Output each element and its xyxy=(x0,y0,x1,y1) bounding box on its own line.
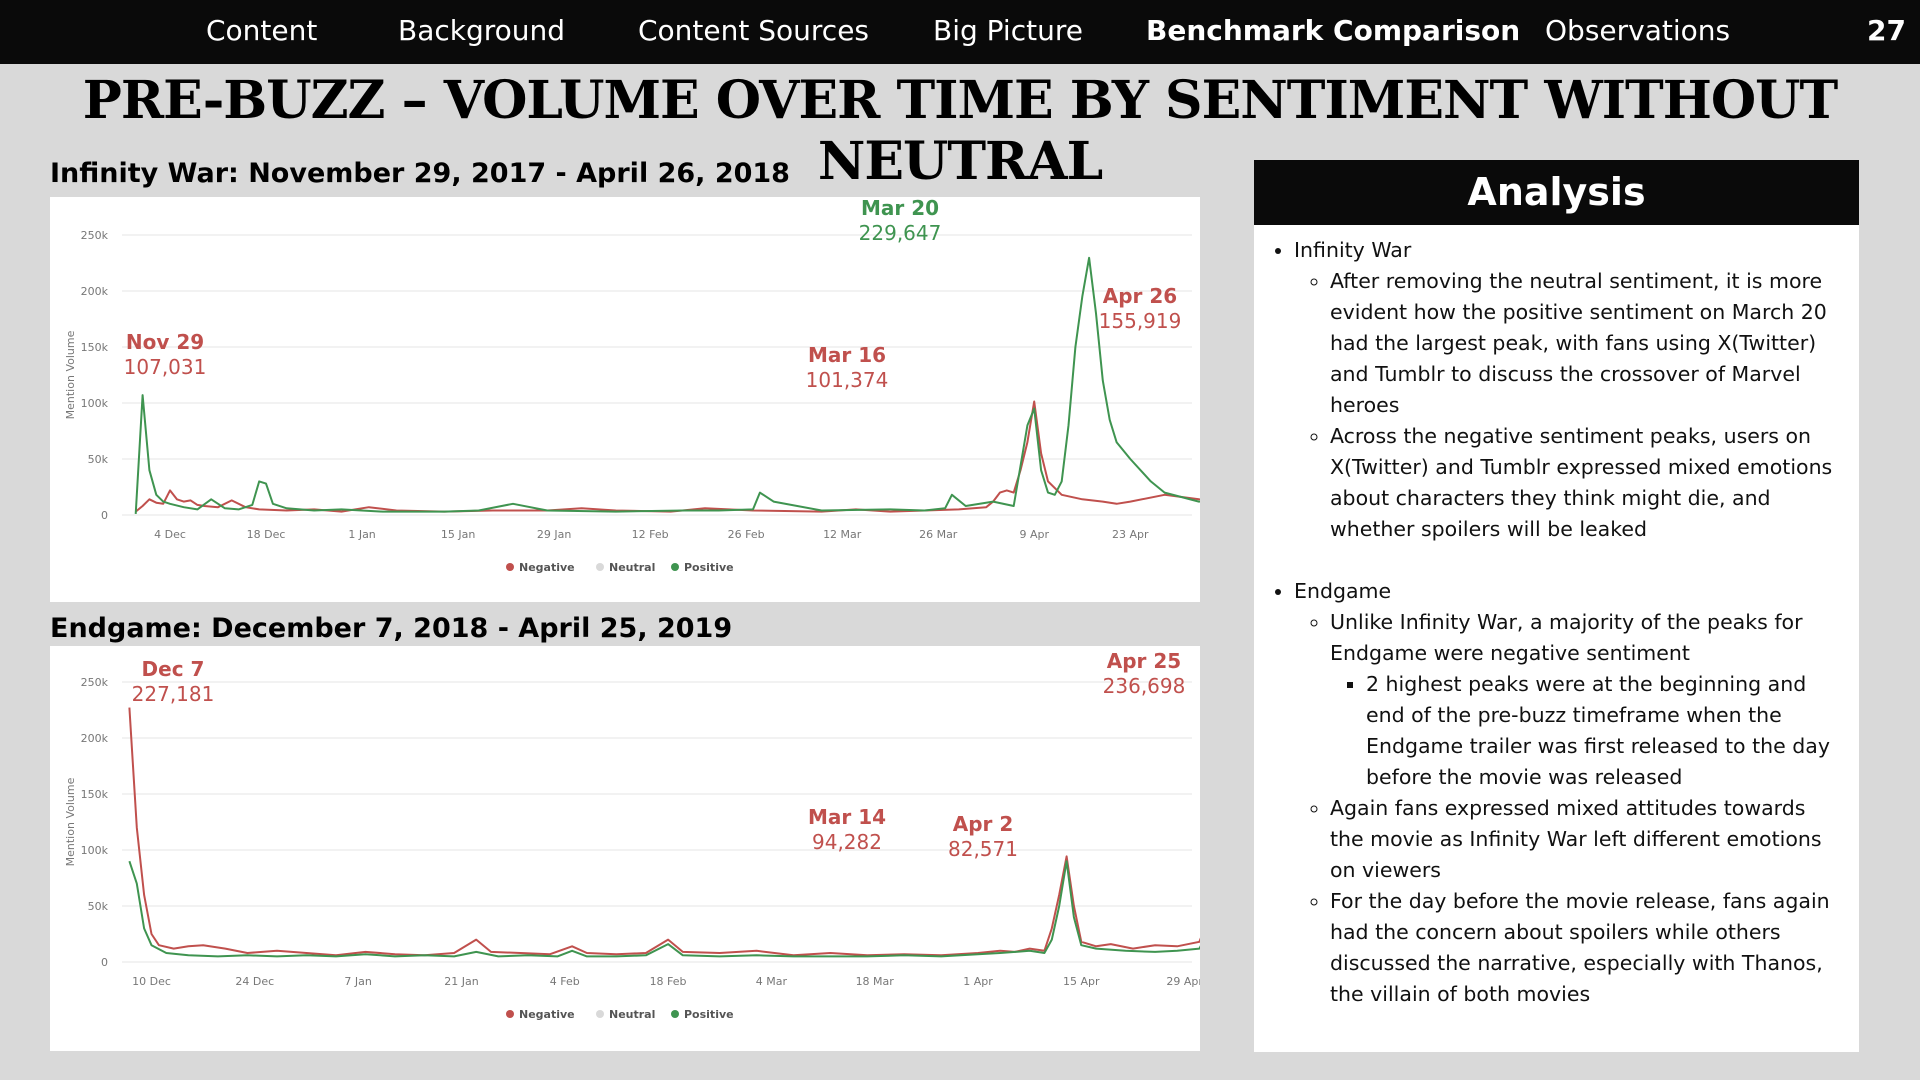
series-line-negative xyxy=(128,707,1200,957)
annotation-value: 229,647 xyxy=(859,221,942,245)
x-tick-label: 1 Apr xyxy=(963,975,993,988)
nav-item-content-sources[interactable]: Content Sources xyxy=(638,14,870,47)
analysis-panel: Analysis Infinity War After removing the… xyxy=(1254,160,1859,1052)
legend-marker-neutral xyxy=(596,1010,604,1018)
x-tick-label: 4 Feb xyxy=(550,975,580,988)
annotation-value: 107,031 xyxy=(124,355,207,379)
analysis-heading-endgame: Endgame xyxy=(1294,579,1392,603)
x-tick-label: 4 Mar xyxy=(756,975,788,988)
nav-item-content[interactable]: Content xyxy=(206,14,318,47)
y-tick-label: 250k xyxy=(81,676,109,689)
top-navigation: Content Background Content Sources Big P… xyxy=(0,0,1920,64)
x-tick-label: 9 Apr xyxy=(1019,528,1049,541)
y-tick-label: 0 xyxy=(101,509,108,522)
annotation-date: Dec 7 xyxy=(142,657,205,681)
x-tick-label: 15 Jan xyxy=(441,528,475,541)
y-tick-label: 150k xyxy=(81,341,109,354)
annotation-date: Apr 26 xyxy=(1103,284,1177,308)
x-tick-label: 29 Jan xyxy=(537,528,571,541)
y-tick-label: 200k xyxy=(81,285,109,298)
legend-marker-negative xyxy=(506,1010,514,1018)
x-tick-label: 26 Mar xyxy=(919,528,958,541)
annotation-date: Nov 29 xyxy=(126,330,204,354)
y-tick-label: 50k xyxy=(88,900,109,913)
analysis-point: Across the negative sentiment peaks, use… xyxy=(1330,421,1845,545)
legend-label-positive[interactable]: Positive xyxy=(684,561,734,574)
page-number: 27 xyxy=(1867,14,1906,47)
nav-item-background[interactable]: Background xyxy=(398,14,566,47)
annotation-date: Mar 20 xyxy=(861,197,939,220)
x-tick-label: 29 Apr xyxy=(1166,975,1200,988)
annotation-date: Mar 14 xyxy=(808,805,886,829)
x-tick-label: 10 Dec xyxy=(132,975,171,988)
y-tick-label: 0 xyxy=(101,956,108,969)
series-line-positive xyxy=(128,860,1200,958)
annotation-value: 82,571 xyxy=(948,837,1018,861)
y-tick-label: 200k xyxy=(81,732,109,745)
chart-title-endgame: Endgame: December 7, 2018 - April 25, 20… xyxy=(50,613,733,644)
nav-item-big-picture[interactable]: Big Picture xyxy=(933,14,1083,47)
y-tick-label: 100k xyxy=(81,844,109,857)
x-tick-label: 4 Dec xyxy=(154,528,186,541)
y-tick-label: 250k xyxy=(81,229,109,242)
x-tick-label: 24 Dec xyxy=(235,975,274,988)
series-line-positive xyxy=(134,256,1200,514)
analysis-section-infinity-war: Infinity War After removing the neutral … xyxy=(1294,235,1845,545)
y-axis-label: Mention Volume xyxy=(64,330,77,419)
slide-title: PRE-BUZZ – VOLUME OVER TIME BY SENTIMENT… xyxy=(82,70,1838,192)
annotation-date: Apr 25 xyxy=(1107,649,1181,673)
y-tick-label: 50k xyxy=(88,453,109,466)
chart-panel-endgame: 0 50k 100k 150k 200k 250k Mention Volume 10 Dec… xyxy=(50,646,1200,1051)
annotation-value: 101,374 xyxy=(806,368,889,392)
x-tick-label: 26 Feb xyxy=(728,528,765,541)
line-chart-endgame: 0 50k 100k 150k 200k 250k Mention Volume 10 Dec… xyxy=(64,649,1200,1021)
annotation-value: 227,181 xyxy=(132,682,215,706)
x-tick-label: 7 Jan xyxy=(344,975,371,988)
legend-marker-neutral xyxy=(596,563,604,571)
x-tick-label: 18 Mar xyxy=(856,975,895,988)
y-axis-label: Mention Volume xyxy=(64,777,77,866)
annotation-date: Mar 16 xyxy=(808,343,886,367)
x-tick-label: 15 Apr xyxy=(1063,975,1100,988)
legend-label-neutral[interactable]: Neutral xyxy=(609,561,655,574)
analysis-point: Unlike Infinity War, a majority of the p… xyxy=(1330,607,1845,793)
x-tick-label: 18 Feb xyxy=(650,975,687,988)
annotation-date: Apr 2 xyxy=(953,812,1014,836)
analysis-point-text: Unlike Infinity War, a majority of the p… xyxy=(1330,610,1803,665)
nav-item-benchmark-comparison[interactable]: Benchmark Comparison xyxy=(1146,14,1521,47)
analysis-point: After removing the neutral sentiment, it… xyxy=(1330,266,1845,421)
x-tick-label: 1 Jan xyxy=(348,528,375,541)
x-tick-label: 18 Dec xyxy=(247,528,286,541)
legend-label-positive[interactable]: Positive xyxy=(684,1008,734,1021)
y-tick-label: 100k xyxy=(81,397,109,410)
legend-marker-negative xyxy=(506,563,514,571)
y-tick-label: 150k xyxy=(81,788,109,801)
x-tick-label: 12 Feb xyxy=(632,528,669,541)
series-line-negative xyxy=(135,400,1200,513)
analysis-body: Infinity War After removing the neutral … xyxy=(1254,225,1859,1010)
legend-label-neutral[interactable]: Neutral xyxy=(609,1008,655,1021)
nav-item-observations[interactable]: Observations xyxy=(1545,14,1731,47)
legend-label-negative[interactable]: Negative xyxy=(519,1008,575,1021)
chart-panel-infinity-war: 0 50k 100k 150k 200k 250k Mention Volume 4 Dec 1… xyxy=(50,197,1200,602)
legend-label-negative[interactable]: Negative xyxy=(519,561,575,574)
x-tick-label: 12 Mar xyxy=(823,528,862,541)
line-chart-infinity-war: 0 50k 100k 150k 200k 250k Mention Volume 4 Dec 1… xyxy=(64,197,1200,574)
analysis-title: Analysis xyxy=(1254,160,1859,225)
x-tick-label: 23 Apr xyxy=(1112,528,1149,541)
analysis-subpoint: 2 highest peaks were at the beginning an… xyxy=(1366,669,1845,793)
chart-title-infinity-war: Infinity War: November 29, 2017 - April … xyxy=(50,158,790,189)
analysis-point: Again fans expressed mixed attitudes tow… xyxy=(1330,793,1845,886)
legend-marker-positive xyxy=(671,563,679,571)
analysis-point: For the day before the movie release, fa… xyxy=(1330,886,1845,1010)
analysis-section-endgame: Endgame Unlike Infinity War, a majority … xyxy=(1294,576,1845,1010)
annotation-value: 94,282 xyxy=(812,830,882,854)
annotation-value: 155,919 xyxy=(1099,309,1182,333)
legend-marker-positive xyxy=(671,1010,679,1018)
analysis-heading-infinity-war: Infinity War xyxy=(1294,238,1412,262)
x-tick-label: 21 Jan xyxy=(444,975,478,988)
annotation-value: 236,698 xyxy=(1103,674,1186,698)
